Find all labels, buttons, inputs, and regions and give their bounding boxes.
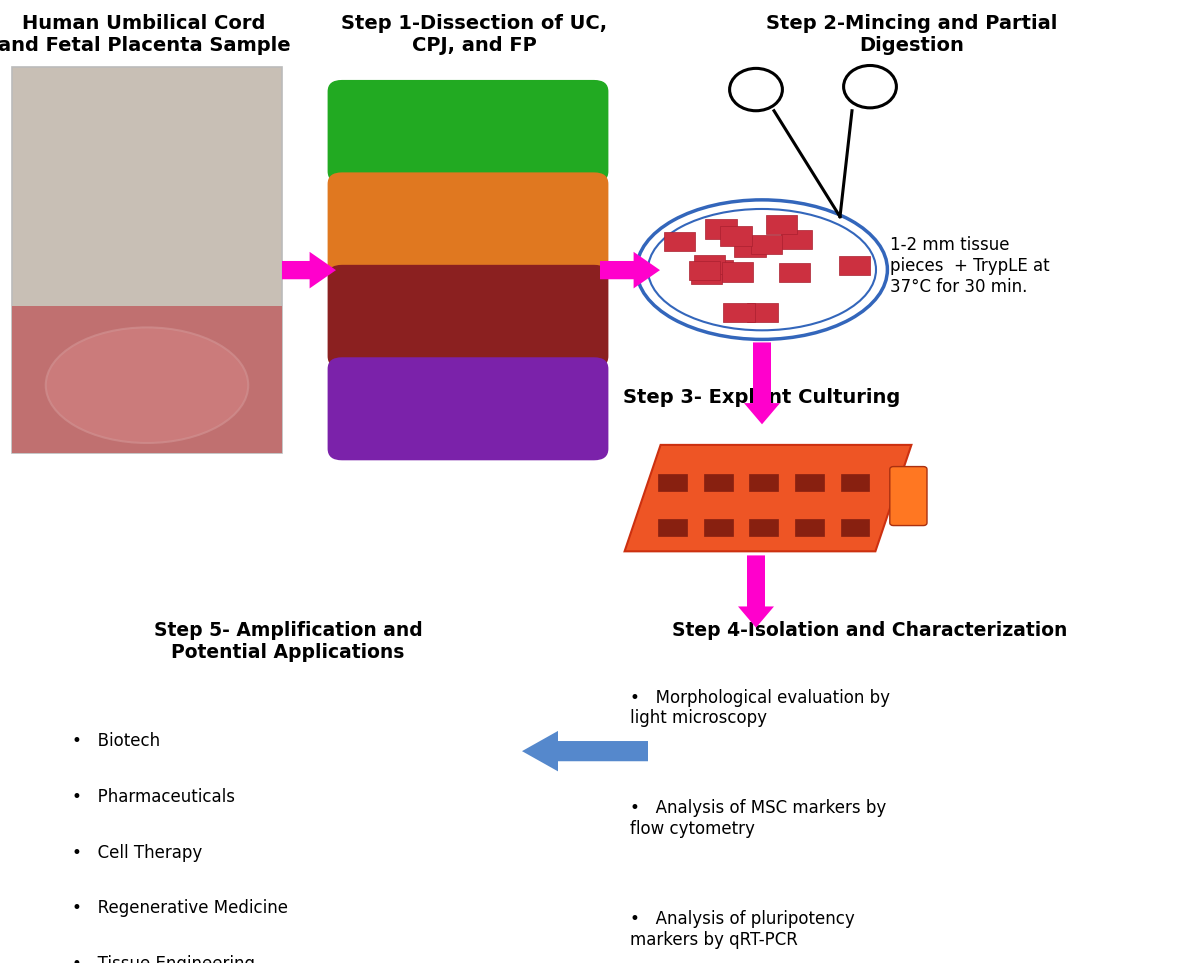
FancyBboxPatch shape xyxy=(12,306,282,453)
FancyBboxPatch shape xyxy=(704,518,732,535)
FancyBboxPatch shape xyxy=(749,518,778,535)
FancyBboxPatch shape xyxy=(689,261,720,280)
FancyBboxPatch shape xyxy=(724,303,755,323)
Text: Cord Lining
(CL): Cord Lining (CL) xyxy=(412,112,524,151)
FancyArrow shape xyxy=(282,251,336,288)
FancyBboxPatch shape xyxy=(691,265,722,284)
FancyBboxPatch shape xyxy=(658,474,686,491)
FancyArrow shape xyxy=(522,731,648,771)
Text: •   Pharmaceuticals: • Pharmaceuticals xyxy=(72,788,235,806)
FancyBboxPatch shape xyxy=(734,238,766,257)
FancyBboxPatch shape xyxy=(796,474,823,491)
FancyArrow shape xyxy=(600,251,660,288)
Text: •   Regenerative Medicine: • Regenerative Medicine xyxy=(72,899,288,918)
FancyBboxPatch shape xyxy=(658,518,686,535)
FancyBboxPatch shape xyxy=(328,265,608,368)
Text: Step 2-Mincing and Partial
Digestion: Step 2-Mincing and Partial Digestion xyxy=(767,14,1057,56)
FancyBboxPatch shape xyxy=(694,255,725,274)
FancyBboxPatch shape xyxy=(766,215,797,234)
FancyBboxPatch shape xyxy=(749,474,778,491)
Text: Cord Placenta
Junction (CPJ): Cord Placenta Junction (CPJ) xyxy=(400,297,536,336)
Text: Wharton’s Jelly
(WJ): Wharton’s Jelly (WJ) xyxy=(394,204,542,244)
FancyBboxPatch shape xyxy=(328,80,608,183)
Text: •   Biotech: • Biotech xyxy=(72,732,160,750)
FancyBboxPatch shape xyxy=(779,263,810,282)
Text: •   Analysis of MSC markers by
flow cytometry: • Analysis of MSC markers by flow cytome… xyxy=(630,799,887,838)
FancyBboxPatch shape xyxy=(328,172,608,275)
FancyBboxPatch shape xyxy=(12,67,282,453)
Polygon shape xyxy=(624,445,912,551)
FancyArrow shape xyxy=(738,556,774,628)
FancyArrow shape xyxy=(744,343,780,425)
Ellipse shape xyxy=(637,200,888,339)
Ellipse shape xyxy=(648,209,876,330)
Text: 1-2 mm tissue
pieces  + TrypLE at
37°C for 30 min.: 1-2 mm tissue pieces + TrypLE at 37°C fo… xyxy=(890,236,1050,296)
FancyBboxPatch shape xyxy=(746,302,778,322)
Text: •   Tissue Engineering: • Tissue Engineering xyxy=(72,955,256,963)
Text: Fetal Placenta
(FP): Fetal Placenta (FP) xyxy=(398,389,538,429)
Text: •   Analysis of pluripotency
markers by qRT-PCR: • Analysis of pluripotency markers by qR… xyxy=(630,910,854,949)
Text: •   Morphological evaluation by
light microscopy: • Morphological evaluation by light micr… xyxy=(630,689,890,727)
Text: •   Cell Therapy: • Cell Therapy xyxy=(72,844,203,862)
Text: Human Umbilical Cord
and Fetal Placenta Sample: Human Umbilical Cord and Fetal Placenta … xyxy=(0,14,290,56)
Text: Step 1-Dissection of UC,
CPJ, and FP: Step 1-Dissection of UC, CPJ, and FP xyxy=(341,14,607,56)
Ellipse shape xyxy=(46,327,248,443)
FancyBboxPatch shape xyxy=(721,262,752,281)
FancyBboxPatch shape xyxy=(706,220,737,239)
FancyBboxPatch shape xyxy=(840,518,870,535)
Text: Step 5- Amplification and
Potential Applications: Step 5- Amplification and Potential Appl… xyxy=(154,621,422,663)
FancyBboxPatch shape xyxy=(665,232,696,251)
FancyBboxPatch shape xyxy=(702,260,733,279)
FancyBboxPatch shape xyxy=(720,226,751,246)
Text: Step 4-Isolation and Characterization: Step 4-Isolation and Characterization xyxy=(672,621,1068,640)
FancyBboxPatch shape xyxy=(781,230,812,249)
Text: Step 3- Explant Culturing: Step 3- Explant Culturing xyxy=(623,388,901,407)
FancyBboxPatch shape xyxy=(890,466,928,526)
FancyBboxPatch shape xyxy=(840,474,870,491)
FancyBboxPatch shape xyxy=(796,518,823,535)
FancyBboxPatch shape xyxy=(328,357,608,460)
FancyBboxPatch shape xyxy=(839,256,870,275)
FancyBboxPatch shape xyxy=(751,235,782,254)
FancyBboxPatch shape xyxy=(704,474,732,491)
